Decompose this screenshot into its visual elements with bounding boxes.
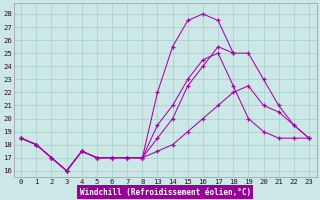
X-axis label: Windchill (Refroidissement éolien,°C): Windchill (Refroidissement éolien,°C)	[79, 188, 251, 197]
